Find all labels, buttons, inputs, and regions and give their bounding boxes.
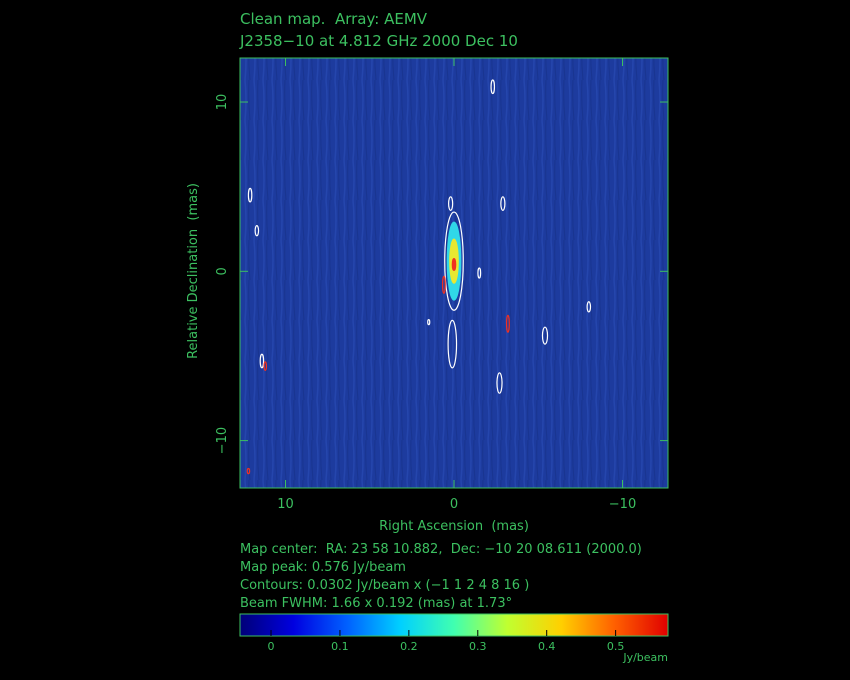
colorbar-tick-label: 0	[268, 640, 275, 653]
chart-title: Clean map. Array: AEMV	[240, 10, 428, 28]
contour	[427, 318, 431, 326]
colorbar-tick-label: 0.1	[331, 640, 349, 653]
x-tick-label: 0	[450, 497, 458, 512]
features	[246, 79, 592, 475]
contour	[505, 314, 510, 333]
y-axis-label: Relative Declination (mas)	[186, 183, 201, 359]
colorbar-tick-label: 0.4	[538, 640, 556, 653]
contour	[246, 467, 251, 475]
map-info: Map peak: 0.576 Jy/beam	[240, 560, 406, 575]
contour	[247, 187, 253, 203]
contour	[500, 196, 506, 211]
x-tick-label: 10	[277, 497, 294, 512]
contour	[586, 301, 592, 313]
x-axis-label: Right Ascension (mas)	[379, 519, 529, 534]
colorbar	[239, 613, 669, 637]
contour	[259, 353, 265, 369]
contour	[254, 224, 260, 237]
colorbar-tick-label: 0.5	[607, 640, 625, 653]
map-info: Beam FWHM: 1.66 x 0.192 (mas) at 1.73°	[240, 596, 512, 611]
contour	[263, 361, 268, 371]
contour	[448, 196, 454, 211]
y-tick-label: 0	[215, 267, 230, 275]
y-tick-label: 10	[215, 94, 230, 111]
x-tick-label: −10	[609, 497, 636, 512]
contour	[490, 79, 496, 95]
contour	[441, 275, 446, 294]
colorbar-label: Jy/beam	[622, 651, 668, 664]
map-info: Contours: 0.0302 Jy/beam x (−1 1 2 4 8 1…	[240, 578, 529, 593]
colorbar-tick-label: 0.3	[469, 640, 487, 653]
contour	[451, 258, 457, 272]
map-info: Map center: RA: 23 58 10.882, Dec: −10 2…	[240, 542, 642, 557]
contour	[496, 372, 503, 394]
y-tick-label: −10	[215, 427, 230, 454]
contour	[541, 326, 549, 345]
contour	[444, 211, 464, 311]
colorbar-tick-label: 0.2	[400, 640, 418, 653]
contour	[477, 267, 482, 279]
chart-subtitle: J2358−10 at 4.812 GHz 2000 Dec 10	[239, 32, 518, 50]
contour	[447, 319, 458, 369]
